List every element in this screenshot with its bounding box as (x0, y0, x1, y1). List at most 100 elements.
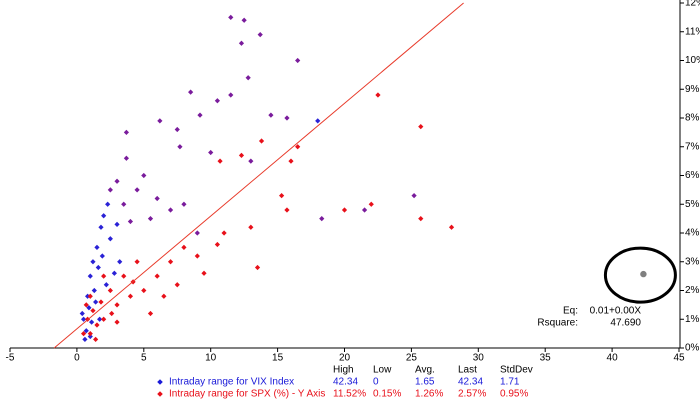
scatter-point (121, 201, 127, 207)
scatter-point (121, 273, 127, 279)
scatter-point (123, 155, 130, 161)
scatter-point (111, 270, 117, 276)
scatter-point (101, 316, 107, 322)
stats-value: 0 (373, 377, 379, 388)
scatter-point (89, 319, 95, 325)
y-tick-label: 4% (685, 228, 700, 239)
scatter-point (98, 299, 104, 305)
scatter-point (167, 207, 174, 213)
scatter-point (174, 126, 180, 133)
scatter-point (87, 333, 93, 340)
scatter-point (87, 331, 93, 337)
stats-value: 1.71 (500, 377, 520, 388)
x-tick-label: 30 (473, 353, 485, 364)
x-tick-label: 15 (272, 353, 284, 364)
scatter-point (418, 216, 424, 222)
scatter-point (94, 322, 100, 328)
x-tick-label: 5 (141, 353, 147, 364)
scatter-point (127, 293, 134, 299)
scatter-point (83, 302, 89, 308)
y-tick-label: 8% (685, 113, 700, 124)
x-tick-label: 40 (607, 353, 619, 364)
scatter-point (127, 218, 134, 225)
scatter-point (98, 224, 104, 230)
scatter-point (375, 92, 381, 98)
stats-value: 11.52% (333, 389, 366, 400)
scatter-point (284, 207, 290, 213)
scatter-point (177, 144, 183, 150)
scatter-point (214, 241, 220, 248)
scatter-point (91, 287, 97, 294)
y-tick-label: 10% (685, 55, 700, 66)
legend-label: Intraday range for SPX (%) - Y Axis (169, 389, 325, 400)
scatter-point (86, 305, 92, 311)
y-tick-label: 6% (685, 170, 700, 181)
scatter-point (167, 259, 174, 265)
scatter-point (154, 195, 160, 202)
legend-marker (157, 391, 163, 397)
scatter-point (181, 201, 187, 207)
scatter-point (99, 253, 105, 259)
scatter-point (123, 129, 130, 135)
scatter-point (80, 316, 87, 322)
y-tick-label: 7% (685, 141, 700, 152)
scatter-point (319, 216, 325, 222)
stats-header: High (333, 365, 354, 376)
scatter-point (418, 124, 424, 130)
y-tick-label: 3% (685, 256, 700, 267)
scatter-point (134, 259, 140, 265)
legend-label: Intraday range for VIX Index (169, 377, 294, 388)
scatter-point (238, 40, 245, 46)
scatter-point (93, 299, 99, 305)
scatter-point (141, 172, 147, 179)
y-tick-label: 0% (685, 343, 700, 354)
scatter-point (268, 112, 274, 118)
y-tick-label: 2% (685, 285, 700, 296)
scatter-point (97, 316, 103, 322)
scatter-point (197, 112, 203, 118)
scatter-point (80, 331, 87, 337)
scatter-point (109, 310, 115, 317)
scatter-point (188, 89, 194, 95)
scatter-point (361, 207, 368, 213)
scatter-point (245, 75, 251, 81)
trend-line (53, 2, 464, 349)
scatter-point (341, 207, 348, 213)
x-tick-label: -5 (6, 353, 15, 364)
y-tick-label: 1% (685, 314, 700, 325)
scatter-point (181, 244, 187, 250)
stats-value: 0.15% (373, 389, 401, 400)
x-tick-label: 45 (673, 353, 685, 364)
scatter-point (95, 264, 101, 271)
scatter-point (284, 115, 290, 121)
scatter-point (217, 158, 223, 164)
scatter-point (228, 92, 234, 98)
scatter-point (248, 224, 254, 230)
scatter-point (83, 328, 89, 334)
annotation-text: 47.690 (610, 318, 641, 329)
scatter-point (87, 273, 93, 279)
y-tick-label: 12% (685, 0, 700, 9)
scatter-point (295, 144, 301, 150)
y-tick-label: 11% (685, 26, 700, 37)
x-tick-label: 25 (406, 353, 418, 364)
scatter-point (82, 336, 88, 342)
x-tick-label: 20 (339, 353, 351, 364)
scatter-point (79, 310, 85, 317)
scatter-point (90, 259, 96, 265)
scatter-point (85, 293, 91, 299)
stats-value: 42.34 (333, 377, 358, 388)
scatter-point (201, 270, 207, 276)
scatter-point (238, 152, 245, 158)
scatter-point (411, 193, 417, 199)
annotation-label: Rsquare: (537, 318, 578, 329)
scatter-point (174, 282, 180, 288)
scatter-point (93, 336, 99, 342)
stats-value: 0.95% (500, 389, 528, 400)
scatter-point (315, 118, 321, 124)
stats-value: 1.26% (415, 389, 443, 400)
scatter-point (157, 118, 163, 124)
scatter-point (141, 287, 147, 294)
y-tick-label: 5% (685, 199, 700, 210)
